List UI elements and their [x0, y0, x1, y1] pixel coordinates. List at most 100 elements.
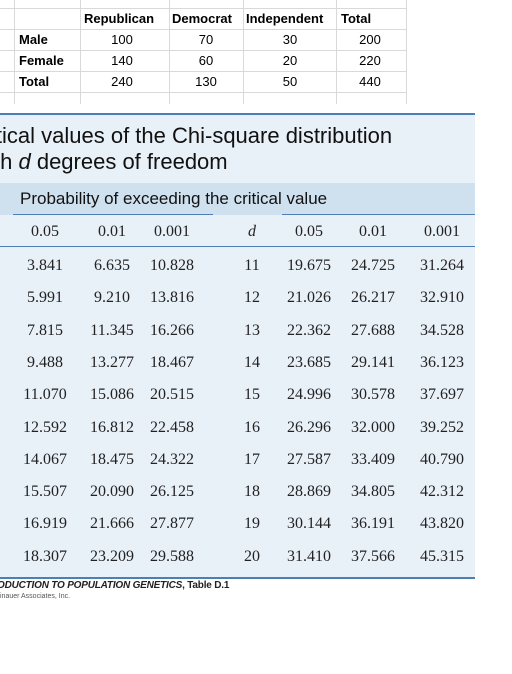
- probability-rule-left: [13, 214, 213, 215]
- critical-value-cell: 7.815: [27, 321, 63, 339]
- spreadsheet-crosstab: Republican Democrat Independent Total Male 10…: [0, 0, 407, 104]
- sheet-row-label: Total: [19, 74, 50, 89]
- degrees-of-freedom-cell: 17: [244, 450, 260, 468]
- sheet-cell: 220: [359, 53, 381, 68]
- critical-value-cell: 15.507: [23, 483, 67, 501]
- critical-value-cell: 9.488: [27, 353, 63, 371]
- critical-value-cell: 18.467: [150, 353, 194, 371]
- critical-value-cell: 16.919: [23, 515, 67, 533]
- probability-header-band: [0, 183, 475, 215]
- title-line-2: th d degrees of freedom: [0, 149, 228, 174]
- critical-value-cell: 29.141: [351, 353, 395, 371]
- critical-value-cell: 28.869: [287, 483, 331, 501]
- column-header-probability: 0.01: [359, 223, 387, 240]
- critical-value-cell: 43.820: [420, 515, 464, 533]
- critical-value-cell: 37.697: [420, 386, 464, 404]
- grid-vline: [80, 0, 81, 104]
- critical-value-cell: 36.191: [351, 515, 395, 533]
- critical-value-cell: 27.877: [150, 515, 194, 533]
- critical-value-cell: 19.675: [287, 257, 331, 274]
- critical-value-cell: 21.666: [90, 515, 134, 533]
- degrees-of-freedom-cell: 18: [244, 483, 260, 501]
- sheet-column-header: Republican: [84, 11, 155, 26]
- column-header-probability: 0.01: [98, 223, 126, 240]
- degrees-of-freedom-cell: 11: [244, 257, 260, 274]
- critical-value-cell: 15.086: [90, 386, 134, 404]
- degrees-of-freedom-cell: 20: [244, 547, 260, 565]
- grid-vline: [406, 0, 407, 104]
- sheet-cell: 70: [198, 32, 214, 47]
- degrees-of-freedom-cell: 16: [244, 418, 260, 436]
- column-header-d: d: [248, 223, 256, 240]
- critical-value-cell: 40.790: [420, 450, 464, 468]
- sheet-cell: 50: [282, 74, 298, 89]
- column-header-probability: 0.05: [295, 223, 323, 240]
- title-line-1: itical values of the Chi-square distribu…: [0, 123, 393, 148]
- critical-value-cell: 27.587: [287, 450, 331, 468]
- critical-value-cell: 24.996: [287, 386, 331, 404]
- critical-value-cell: 18.475: [90, 450, 134, 468]
- critical-value-cell: 24.725: [351, 257, 395, 274]
- critical-value-cell: 16.812: [90, 418, 134, 436]
- critical-value-cell: 30.144: [287, 515, 331, 533]
- grid-vline: [169, 0, 170, 104]
- sheet-cell: 240: [111, 74, 133, 89]
- chi-square-table: itical values of the Chi-square distribu…: [0, 113, 475, 579]
- grid-hline: [0, 29, 406, 30]
- critical-value-cell: 34.528: [420, 321, 464, 339]
- critical-value-cell: 14.067: [23, 450, 67, 468]
- critical-value-cell: 10.828: [150, 257, 194, 274]
- source-citation: ODUCTION TO POPULATION GENETICS, Table D…: [0, 580, 230, 591]
- sheet-row-label: Male: [19, 32, 48, 47]
- column-header-probability: 0.001: [154, 223, 190, 240]
- critical-value-cell: 32.000: [351, 418, 395, 436]
- grid-vline: [336, 0, 337, 104]
- critical-value-cell: 26.217: [351, 289, 395, 307]
- column-header-probability: 0.001: [424, 223, 460, 240]
- grid-hline: [0, 92, 406, 93]
- critical-value-cell: 34.805: [351, 483, 395, 501]
- grid-vline: [14, 0, 15, 104]
- sheet-column-header: Independent: [246, 11, 324, 26]
- critical-value-cell: 22.458: [150, 418, 194, 436]
- sheet-cell: 60: [198, 53, 214, 68]
- critical-value-cell: 33.409: [351, 450, 395, 468]
- column-header-probability: 0.05: [31, 223, 59, 240]
- critical-value-cell: 20.090: [90, 483, 134, 501]
- grid-hline: [0, 8, 406, 9]
- sheet-cell: 100: [111, 32, 133, 47]
- critical-value-cell: 11.345: [90, 321, 134, 339]
- critical-value-cell: 32.910: [420, 289, 464, 307]
- degrees-of-freedom-cell: 15: [244, 386, 260, 404]
- degrees-of-freedom-cell: 12: [244, 289, 260, 307]
- critical-value-cell: 37.566: [351, 547, 395, 565]
- critical-value-cell: 30.578: [351, 386, 395, 404]
- critical-value-cell: 6.635: [94, 257, 130, 274]
- critical-value-cell: 22.362: [287, 321, 331, 339]
- critical-value-cell: 26.125: [150, 483, 194, 501]
- critical-value-cell: 12.592: [23, 418, 67, 436]
- degrees-of-freedom-cell: 14: [244, 353, 260, 371]
- grid-vline: [243, 0, 244, 104]
- sheet-cell: 200: [359, 32, 381, 47]
- critical-value-cell: 26.296: [287, 418, 331, 436]
- critical-value-cell: 31.264: [420, 257, 464, 274]
- critical-value-cell: 3.841: [27, 257, 63, 274]
- column-header-rule: [0, 246, 475, 247]
- grid-hline: [0, 50, 406, 51]
- critical-value-cell: 27.688: [351, 321, 395, 339]
- sheet-cell: 20: [282, 53, 298, 68]
- sheet-cell: 140: [111, 53, 133, 68]
- sheet-column-header: Democrat: [172, 11, 232, 26]
- sheet-cell: 440: [359, 74, 381, 89]
- critical-value-cell: 18.307: [23, 547, 67, 565]
- critical-value-cell: 20.515: [150, 386, 194, 404]
- critical-value-cell: 11.070: [23, 386, 67, 404]
- degrees-of-freedom-cell: 13: [244, 321, 260, 339]
- critical-value-cell: 42.312: [420, 483, 464, 501]
- critical-value-cell: 23.685: [287, 353, 331, 371]
- grid-hline: [0, 71, 406, 72]
- critical-value-cell: 39.252: [420, 418, 464, 436]
- critical-value-cell: 36.123: [420, 353, 464, 371]
- critical-value-cell: 29.588: [150, 547, 194, 565]
